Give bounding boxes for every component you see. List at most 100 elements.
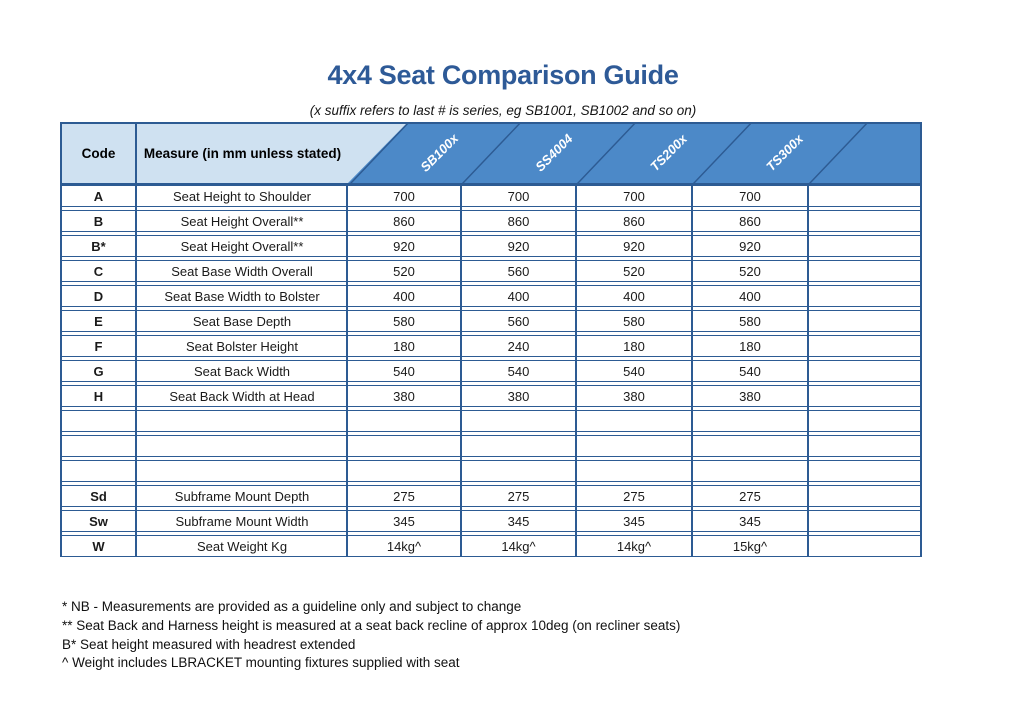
value-cell: 275 bbox=[623, 488, 645, 504]
value-cell: 15kg^ bbox=[732, 538, 768, 554]
value-cell bbox=[461, 436, 576, 456]
value-cell: 560 bbox=[507, 263, 530, 279]
value-cell: 345 bbox=[393, 513, 415, 529]
measure-cell bbox=[137, 436, 347, 456]
value-cell: 14kg^ bbox=[616, 538, 652, 554]
table-row: E Seat Base Depth 580 560 580 580 bbox=[60, 310, 922, 332]
code-cell: B* bbox=[91, 238, 106, 254]
value-cell: 560 bbox=[507, 313, 530, 329]
empty-cell bbox=[808, 511, 922, 531]
value-cell bbox=[461, 461, 576, 481]
value-cell: 920 bbox=[393, 238, 415, 254]
page-header: 4x4 Seat Comparison Guide (x suffix refe… bbox=[0, 60, 1006, 118]
table-row: B* Seat Height Overall** 920 920 920 920 bbox=[60, 235, 922, 257]
table-row: G Seat Back Width 540 540 540 540 bbox=[60, 360, 922, 382]
empty-cell bbox=[808, 361, 922, 381]
value-cell: 380 bbox=[739, 388, 761, 404]
empty-cell bbox=[808, 436, 922, 456]
code-cell: W bbox=[92, 538, 105, 554]
measure-cell: Seat Weight Kg bbox=[196, 538, 288, 554]
value-cell: 520 bbox=[623, 263, 645, 279]
value-cell: 275 bbox=[739, 488, 761, 504]
column-header-series-ss4004: SS4004 bbox=[493, 124, 609, 183]
value-cell: 520 bbox=[739, 263, 761, 279]
measure-cell bbox=[137, 461, 347, 481]
value-cell: 400 bbox=[507, 288, 530, 304]
page-subtitle: (x suffix refers to last # is series, eg… bbox=[309, 103, 697, 118]
measure-cell bbox=[137, 411, 347, 431]
table-row: H Seat Back Width at Head 380 380 380 38… bbox=[60, 385, 922, 407]
value-cell: 380 bbox=[507, 388, 530, 404]
value-cell: 345 bbox=[623, 513, 645, 529]
value-cell: 540 bbox=[507, 363, 530, 379]
table-row: Sw Subframe Mount Width 345 345 345 345 bbox=[60, 510, 922, 532]
code-cell: B bbox=[93, 213, 104, 229]
column-header-code: Code bbox=[62, 124, 137, 183]
value-cell: 920 bbox=[507, 238, 530, 254]
footnote-line: B* Seat height measured with headrest ex… bbox=[62, 636, 356, 652]
column-header-measure: Measure (in mm unless stated) bbox=[143, 146, 342, 161]
value-cell bbox=[576, 436, 692, 456]
value-cell: 860 bbox=[393, 213, 415, 229]
column-header-series-ts200x: TS200x bbox=[608, 124, 724, 183]
empty-cell bbox=[808, 211, 922, 231]
empty-cell bbox=[808, 186, 922, 206]
value-cell: 400 bbox=[623, 288, 645, 304]
value-cell: 180 bbox=[393, 338, 415, 354]
value-cell bbox=[347, 461, 461, 481]
empty-cell bbox=[808, 411, 922, 431]
value-cell bbox=[347, 411, 461, 431]
value-cell: 400 bbox=[393, 288, 415, 304]
value-cell: 540 bbox=[623, 363, 645, 379]
value-cell: 380 bbox=[393, 388, 415, 404]
value-cell: 700 bbox=[393, 188, 415, 204]
footnote-line: * NB - Measurements are provided as a gu… bbox=[62, 599, 522, 614]
code-cell: E bbox=[94, 313, 103, 329]
value-cell: 240 bbox=[507, 338, 530, 354]
measure-cell: Seat Back Width bbox=[193, 363, 291, 379]
empty-cell bbox=[808, 386, 922, 406]
table-body: A Seat Height to Shoulder 700 700 700 70… bbox=[60, 185, 922, 557]
value-cell: 700 bbox=[623, 188, 645, 204]
empty-cell bbox=[808, 236, 922, 256]
code-cell bbox=[60, 436, 137, 456]
value-cell: 14kg^ bbox=[386, 538, 422, 554]
empty-cell bbox=[808, 311, 922, 331]
header-blue-band bbox=[348, 124, 920, 183]
column-header-series-sb100x: SB100x bbox=[378, 124, 494, 183]
value-cell: 860 bbox=[507, 213, 530, 229]
empty-cell bbox=[808, 486, 922, 506]
series-label: SS4004 bbox=[532, 131, 576, 175]
value-cell: 580 bbox=[623, 313, 645, 329]
code-cell: D bbox=[93, 288, 104, 304]
value-cell: 860 bbox=[739, 213, 761, 229]
page-title: 4x4 Seat Comparison Guide bbox=[327, 60, 679, 90]
value-cell: 580 bbox=[739, 313, 761, 329]
code-cell: F bbox=[94, 338, 103, 354]
measure-cell: Seat Height to Shoulder bbox=[172, 188, 312, 204]
value-cell: 275 bbox=[507, 488, 530, 504]
value-cell: 540 bbox=[739, 363, 761, 379]
value-cell: 14kg^ bbox=[501, 538, 536, 554]
code-cell bbox=[60, 461, 137, 481]
series-label: SB100x bbox=[416, 130, 461, 175]
table-row bbox=[60, 435, 922, 457]
measure-cell: Seat Height Overall** bbox=[180, 238, 304, 254]
measure-cell: Seat Height Overall** bbox=[180, 213, 304, 229]
empty-cell bbox=[808, 286, 922, 306]
value-cell: 345 bbox=[739, 513, 761, 529]
seat-comparison-table: Code Measure (in mm unless stated) SB100… bbox=[60, 122, 922, 557]
code-cell: A bbox=[93, 188, 104, 204]
code-cell: Sw bbox=[89, 513, 108, 529]
value-cell bbox=[461, 411, 576, 431]
empty-cell bbox=[808, 261, 922, 281]
value-cell: 520 bbox=[393, 263, 415, 279]
table-row: D Seat Base Width to Bolster 400 400 400… bbox=[60, 285, 922, 307]
footnote-line: ** Seat Back and Harness height is measu… bbox=[62, 617, 681, 633]
value-cell: 180 bbox=[623, 338, 645, 354]
footnotes: * NB - Measurements are provided as a gu… bbox=[62, 598, 680, 673]
empty-cell bbox=[808, 336, 922, 356]
value-cell: 920 bbox=[739, 238, 761, 254]
code-cell: C bbox=[93, 263, 104, 279]
value-cell bbox=[576, 411, 692, 431]
